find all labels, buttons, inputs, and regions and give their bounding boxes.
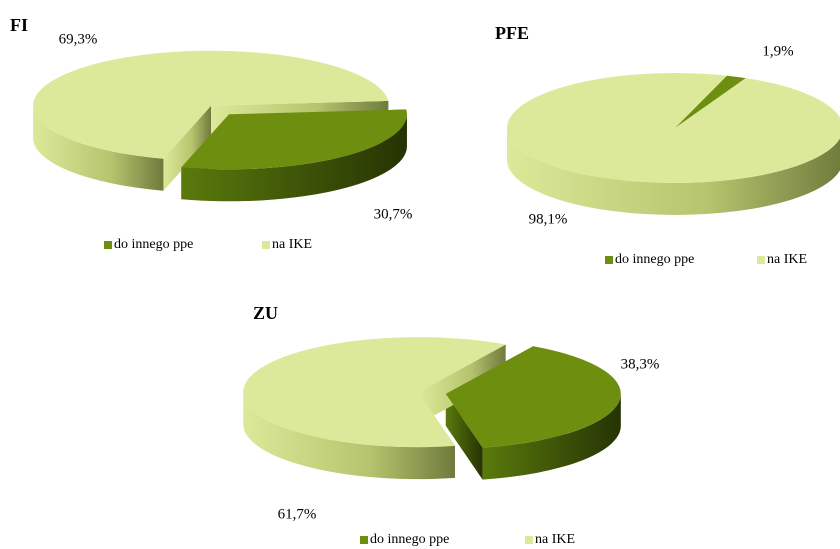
slice-wall	[418, 344, 506, 425]
chart-title: PFE	[495, 23, 529, 43]
legend-label: na IKE	[767, 252, 807, 267]
legend-label: do innego ppe	[114, 237, 193, 252]
data-label: 1,9%	[762, 43, 793, 59]
legend-marker	[757, 256, 765, 264]
legend-marker	[525, 536, 533, 544]
slice	[243, 337, 506, 448]
legend-marker	[605, 256, 613, 264]
data-label: 30,7%	[374, 206, 413, 222]
slice	[507, 73, 840, 183]
slice-wall	[445, 393, 483, 480]
slice-side	[181, 114, 407, 202]
data-label: 69,3%	[59, 31, 98, 47]
legend-marker	[360, 536, 368, 544]
slice-wall	[163, 105, 212, 191]
slice-side	[507, 128, 840, 215]
chart-title: ZU	[253, 303, 278, 323]
slice	[675, 75, 746, 128]
data-label: 61,7%	[278, 506, 317, 522]
chart-title: FI	[10, 15, 28, 35]
data-label: 38,3%	[621, 356, 660, 372]
legend-label: do innego ppe	[615, 252, 694, 267]
slice	[445, 346, 621, 448]
slice-side	[482, 393, 621, 480]
slice	[33, 50, 389, 159]
slice	[181, 109, 407, 170]
legend-label: na IKE	[535, 532, 575, 547]
legend-marker	[104, 241, 112, 249]
slice-side	[243, 392, 455, 480]
legend-label: do innego ppe	[370, 532, 449, 547]
slice-side	[33, 105, 164, 191]
legend-marker	[262, 241, 270, 249]
data-label: 98,1%	[529, 211, 568, 227]
legend-label: na IKE	[272, 237, 312, 252]
